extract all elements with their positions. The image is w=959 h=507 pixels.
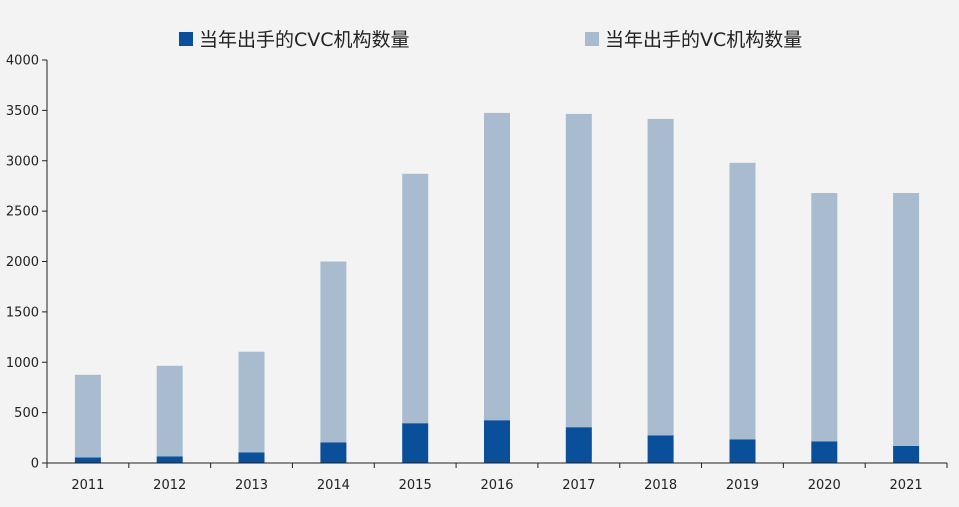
bars: [74, 112, 920, 463]
bar-series1-2018: [647, 118, 674, 436]
y-tick-label: 1500: [6, 305, 39, 320]
legend-swatch-1: [585, 32, 599, 46]
y-tick-label: 0: [31, 457, 39, 472]
y-axis: 0 500 1000 1500 2000 2500 3000 3500 4000: [6, 54, 48, 472]
y-tick-label: 2500: [6, 205, 39, 220]
bar-series1-2015: [402, 173, 429, 424]
bar-series1-2021: [893, 193, 920, 446]
x-tick-label: 2013: [235, 478, 268, 493]
x-tick-label: 2018: [644, 478, 677, 493]
y-tick-label: 3000: [6, 154, 39, 169]
bar-series1-2017: [565, 113, 592, 428]
bar-series0-2015: [402, 423, 429, 463]
legend-label-1: 当年出手的VC机构数量: [605, 29, 802, 51]
legend-swatch-0: [179, 32, 193, 46]
bar-series0-2020: [811, 441, 838, 463]
bar-series0-2021: [893, 445, 920, 463]
y-tick-label: 1000: [6, 356, 39, 371]
x-tick-label: 2016: [480, 478, 513, 493]
x-axis: 2011 2012 2013 2014 2015 2016 2017 2018 2019 2020…: [46, 462, 948, 493]
bar-series1-2012: [156, 365, 183, 457]
bar-series1-2011: [74, 374, 101, 458]
x-tick-label: 2015: [399, 478, 432, 493]
x-tick-label: 2014: [317, 478, 350, 493]
bar-series0-2011: [74, 457, 101, 463]
y-tick-label: 500: [14, 406, 39, 421]
legend: 当年出手的CVC机构数量 当年出手的VC机构数量: [179, 29, 802, 51]
bar-series0-2014: [320, 442, 347, 463]
bar-series1-2014: [320, 261, 347, 443]
bar-series0-2013: [238, 452, 265, 463]
y-tick-label: 4000: [6, 54, 39, 69]
bar-series1-2013: [238, 351, 265, 453]
y-tick-label: 3500: [6, 104, 39, 119]
bar-series0-2018: [647, 435, 674, 463]
bar-series1-2016: [484, 112, 510, 421]
x-tick-label: 2011: [71, 478, 104, 493]
x-tick-label: 2021: [890, 478, 923, 493]
bar-series0-2016: [484, 420, 510, 463]
bar-series0-2012: [156, 456, 183, 463]
bar-series1-2020: [811, 193, 838, 442]
legend-label-0: 当年出手的CVC机构数量: [199, 29, 410, 51]
y-tick-label: 2000: [6, 255, 39, 270]
x-tick-label: 2017: [562, 478, 595, 493]
bar-series0-2019: [729, 439, 756, 463]
x-tick-label: 2012: [153, 478, 186, 493]
bar-series0-2017: [565, 427, 592, 463]
x-tick-label: 2019: [726, 478, 759, 493]
bar-series1-2019: [729, 162, 756, 440]
x-tick-label: 2020: [808, 478, 841, 493]
